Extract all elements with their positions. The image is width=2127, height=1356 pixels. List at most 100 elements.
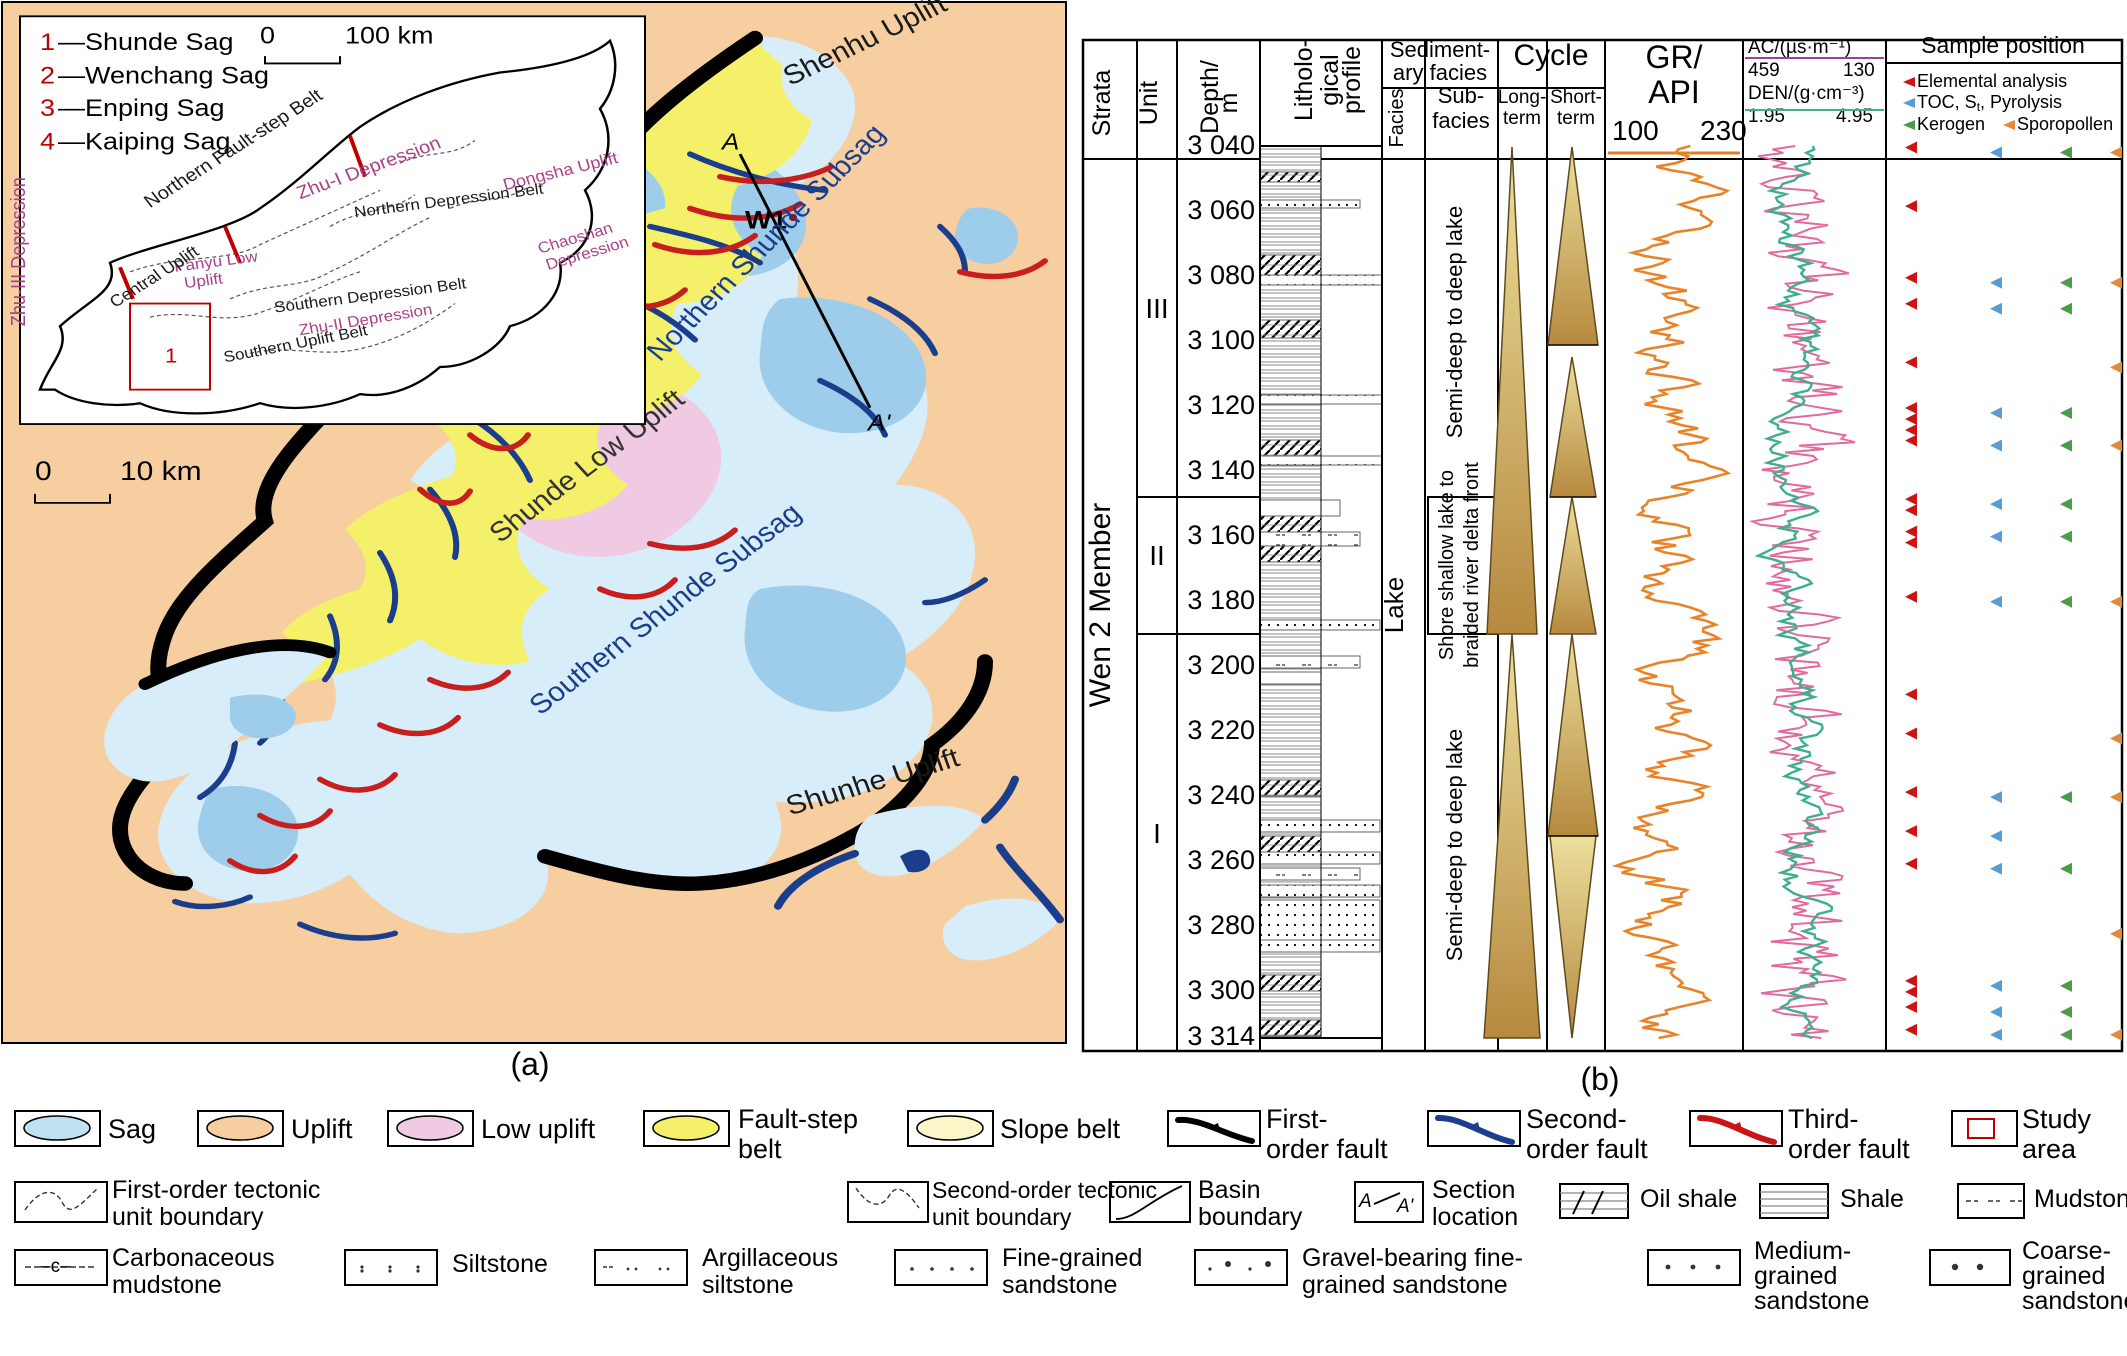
- svg-text:Short-: Short-: [1550, 87, 1602, 108]
- svg-text:Semi-deep to deep lake: Semi-deep to deep lake: [1442, 729, 1467, 961]
- svg-text:–c–: –c–: [40, 1256, 71, 1277]
- svg-text:3 200: 3 200: [1187, 650, 1255, 680]
- svg-text:1: 1: [165, 345, 177, 367]
- svg-text:sandstone: sandstone: [1002, 1271, 1117, 1299]
- svg-text:4: 4: [40, 129, 55, 156]
- svg-text:3 280: 3 280: [1187, 910, 1255, 940]
- svg-text:Kerogen: Kerogen: [1917, 114, 1985, 134]
- svg-text:grained: grained: [1754, 1262, 1837, 1290]
- svg-text:Carbonaceous: Carbonaceous: [112, 1244, 275, 1272]
- svg-text:Second-order tectonic: Second-order tectonic: [932, 1177, 1157, 1203]
- svg-text:I: I: [1153, 818, 1161, 849]
- svg-text:Elemental analysis: Elemental analysis: [1917, 71, 2067, 91]
- svg-text:Long-: Long-: [1498, 87, 1547, 108]
- svg-text:API: API: [1648, 74, 1700, 110]
- svg-text:3 260: 3 260: [1187, 845, 1255, 875]
- svg-text:(a): (a): [510, 1046, 549, 1082]
- svg-text:Shale: Shale: [1840, 1185, 1904, 1213]
- svg-text:—Kaiping Sag: —Kaiping Sag: [58, 129, 231, 156]
- svg-text:A': A': [866, 410, 892, 436]
- svg-text:II: II: [1149, 540, 1165, 571]
- svg-text:belt: belt: [738, 1134, 782, 1164]
- svg-text:—Shunde Sag: —Shunde Sag: [58, 29, 234, 56]
- svg-text:3 100: 3 100: [1187, 325, 1255, 355]
- svg-text:—Wenchang Sag: —Wenchang Sag: [58, 62, 269, 89]
- svg-text:130: 130: [1843, 60, 1875, 81]
- svg-text:term: term: [1503, 108, 1541, 129]
- svg-text:Basin: Basin: [1198, 1176, 1261, 1204]
- svg-text:sandstone: sandstone: [2022, 1287, 2127, 1315]
- svg-text:3: 3: [40, 95, 55, 122]
- svg-text:facies: facies: [1432, 108, 1489, 133]
- svg-text:boundary: boundary: [1198, 1203, 1303, 1231]
- svg-text:Sag: Sag: [108, 1114, 156, 1144]
- svg-text:Uplift: Uplift: [291, 1114, 353, 1144]
- svg-text:Slope belt: Slope belt: [1000, 1114, 1121, 1144]
- svg-text:3 314: 3 314: [1187, 1021, 1255, 1051]
- svg-text:A': A': [1396, 1196, 1415, 1217]
- svg-text:Medium-: Medium-: [1754, 1237, 1851, 1265]
- svg-text:Siltstone: Siltstone: [452, 1250, 548, 1278]
- svg-text:100: 100: [1612, 115, 1659, 146]
- svg-text:Argillaceous: Argillaceous: [702, 1244, 838, 1272]
- svg-text:Sediment-: Sediment-: [1390, 37, 1490, 62]
- svg-text:III: III: [1145, 293, 1168, 324]
- svg-text:AC/(µs·m⁻¹): AC/(µs·m⁻¹): [1748, 37, 1851, 58]
- svg-text:term: term: [1557, 108, 1595, 129]
- svg-text:grained sandstone: grained sandstone: [1302, 1271, 1508, 1299]
- svg-text:Coarse-: Coarse-: [2022, 1237, 2111, 1265]
- svg-text:Sub-: Sub-: [1438, 83, 1484, 108]
- svg-text:0: 0: [35, 456, 52, 486]
- svg-text:(b): (b): [1580, 1061, 1619, 1097]
- svg-text:area: area: [2022, 1134, 2077, 1164]
- svg-text:Third-: Third-: [1788, 1104, 1859, 1134]
- svg-text:First-order tectonic: First-order tectonic: [112, 1176, 320, 1204]
- svg-text:sandstone: sandstone: [1754, 1287, 1869, 1315]
- svg-text:3 300: 3 300: [1187, 975, 1255, 1005]
- svg-text:100 km: 100 km: [345, 23, 434, 50]
- svg-text:m: m: [1215, 93, 1243, 114]
- svg-text:Strata: Strata: [1088, 70, 1116, 137]
- svg-text:3 120: 3 120: [1187, 390, 1255, 420]
- svg-text:Wen 2 Member: Wen 2 Member: [1084, 503, 1117, 708]
- svg-text:3 160: 3 160: [1187, 520, 1255, 550]
- svg-text:Oil shale: Oil shale: [1640, 1185, 1737, 1213]
- svg-text:10 km: 10 km: [120, 456, 202, 486]
- svg-text:3 180: 3 180: [1187, 585, 1255, 615]
- svg-text:First-: First-: [1266, 1104, 1327, 1134]
- svg-text:Lake: Lake: [1379, 577, 1409, 633]
- svg-text:A: A: [1358, 1191, 1372, 1212]
- svg-text:ary facies: ary facies: [1393, 60, 1487, 85]
- svg-text:TOC, St, Pyrolysis: TOC, St, Pyrolysis: [1917, 92, 2062, 114]
- svg-text:Unit: Unit: [1135, 81, 1163, 126]
- svg-text:order fault: order fault: [1526, 1134, 1648, 1164]
- svg-text:Second-: Second-: [1526, 1104, 1627, 1134]
- svg-text:Section: Section: [1432, 1176, 1515, 1204]
- svg-text:3 080: 3 080: [1187, 260, 1255, 290]
- svg-text:Sporopollen: Sporopollen: [2017, 114, 2113, 134]
- svg-text:order fault: order fault: [1266, 1134, 1388, 1164]
- svg-text:Semi-deep to deep lake: Semi-deep to deep lake: [1442, 206, 1467, 438]
- svg-text:Gravel-bearing fine-: Gravel-bearing fine-: [1302, 1244, 1523, 1272]
- svg-text:Low uplift: Low uplift: [481, 1114, 596, 1144]
- svg-text:Fine-grained: Fine-grained: [1002, 1244, 1142, 1272]
- svg-text:braided river delta front: braided river delta front: [1461, 462, 1483, 668]
- svg-text:3 140: 3 140: [1187, 455, 1255, 485]
- svg-text:GR/: GR/: [1646, 39, 1703, 75]
- svg-text:3 060: 3 060: [1187, 195, 1255, 225]
- svg-text:Fault-step: Fault-step: [738, 1104, 858, 1134]
- svg-text:Study: Study: [2022, 1104, 2092, 1134]
- svg-text:Facies: Facies: [1386, 89, 1408, 148]
- svg-text:Cycle: Cycle: [1513, 39, 1588, 72]
- svg-text:A: A: [720, 130, 739, 156]
- svg-text:profile: profile: [1338, 46, 1366, 114]
- svg-text:2: 2: [40, 62, 55, 89]
- svg-text:Shore shallow lake to: Shore shallow lake to: [1436, 470, 1458, 660]
- svg-text:unit boundary: unit boundary: [932, 1204, 1072, 1230]
- svg-text:3 240: 3 240: [1187, 780, 1255, 810]
- svg-text:1: 1: [40, 29, 55, 56]
- svg-text:Litholo-: Litholo-: [1290, 39, 1318, 121]
- svg-text:Mudstone: Mudstone: [2034, 1185, 2127, 1213]
- svg-text:siltstone: siltstone: [702, 1271, 794, 1299]
- svg-text:230: 230: [1700, 115, 1747, 146]
